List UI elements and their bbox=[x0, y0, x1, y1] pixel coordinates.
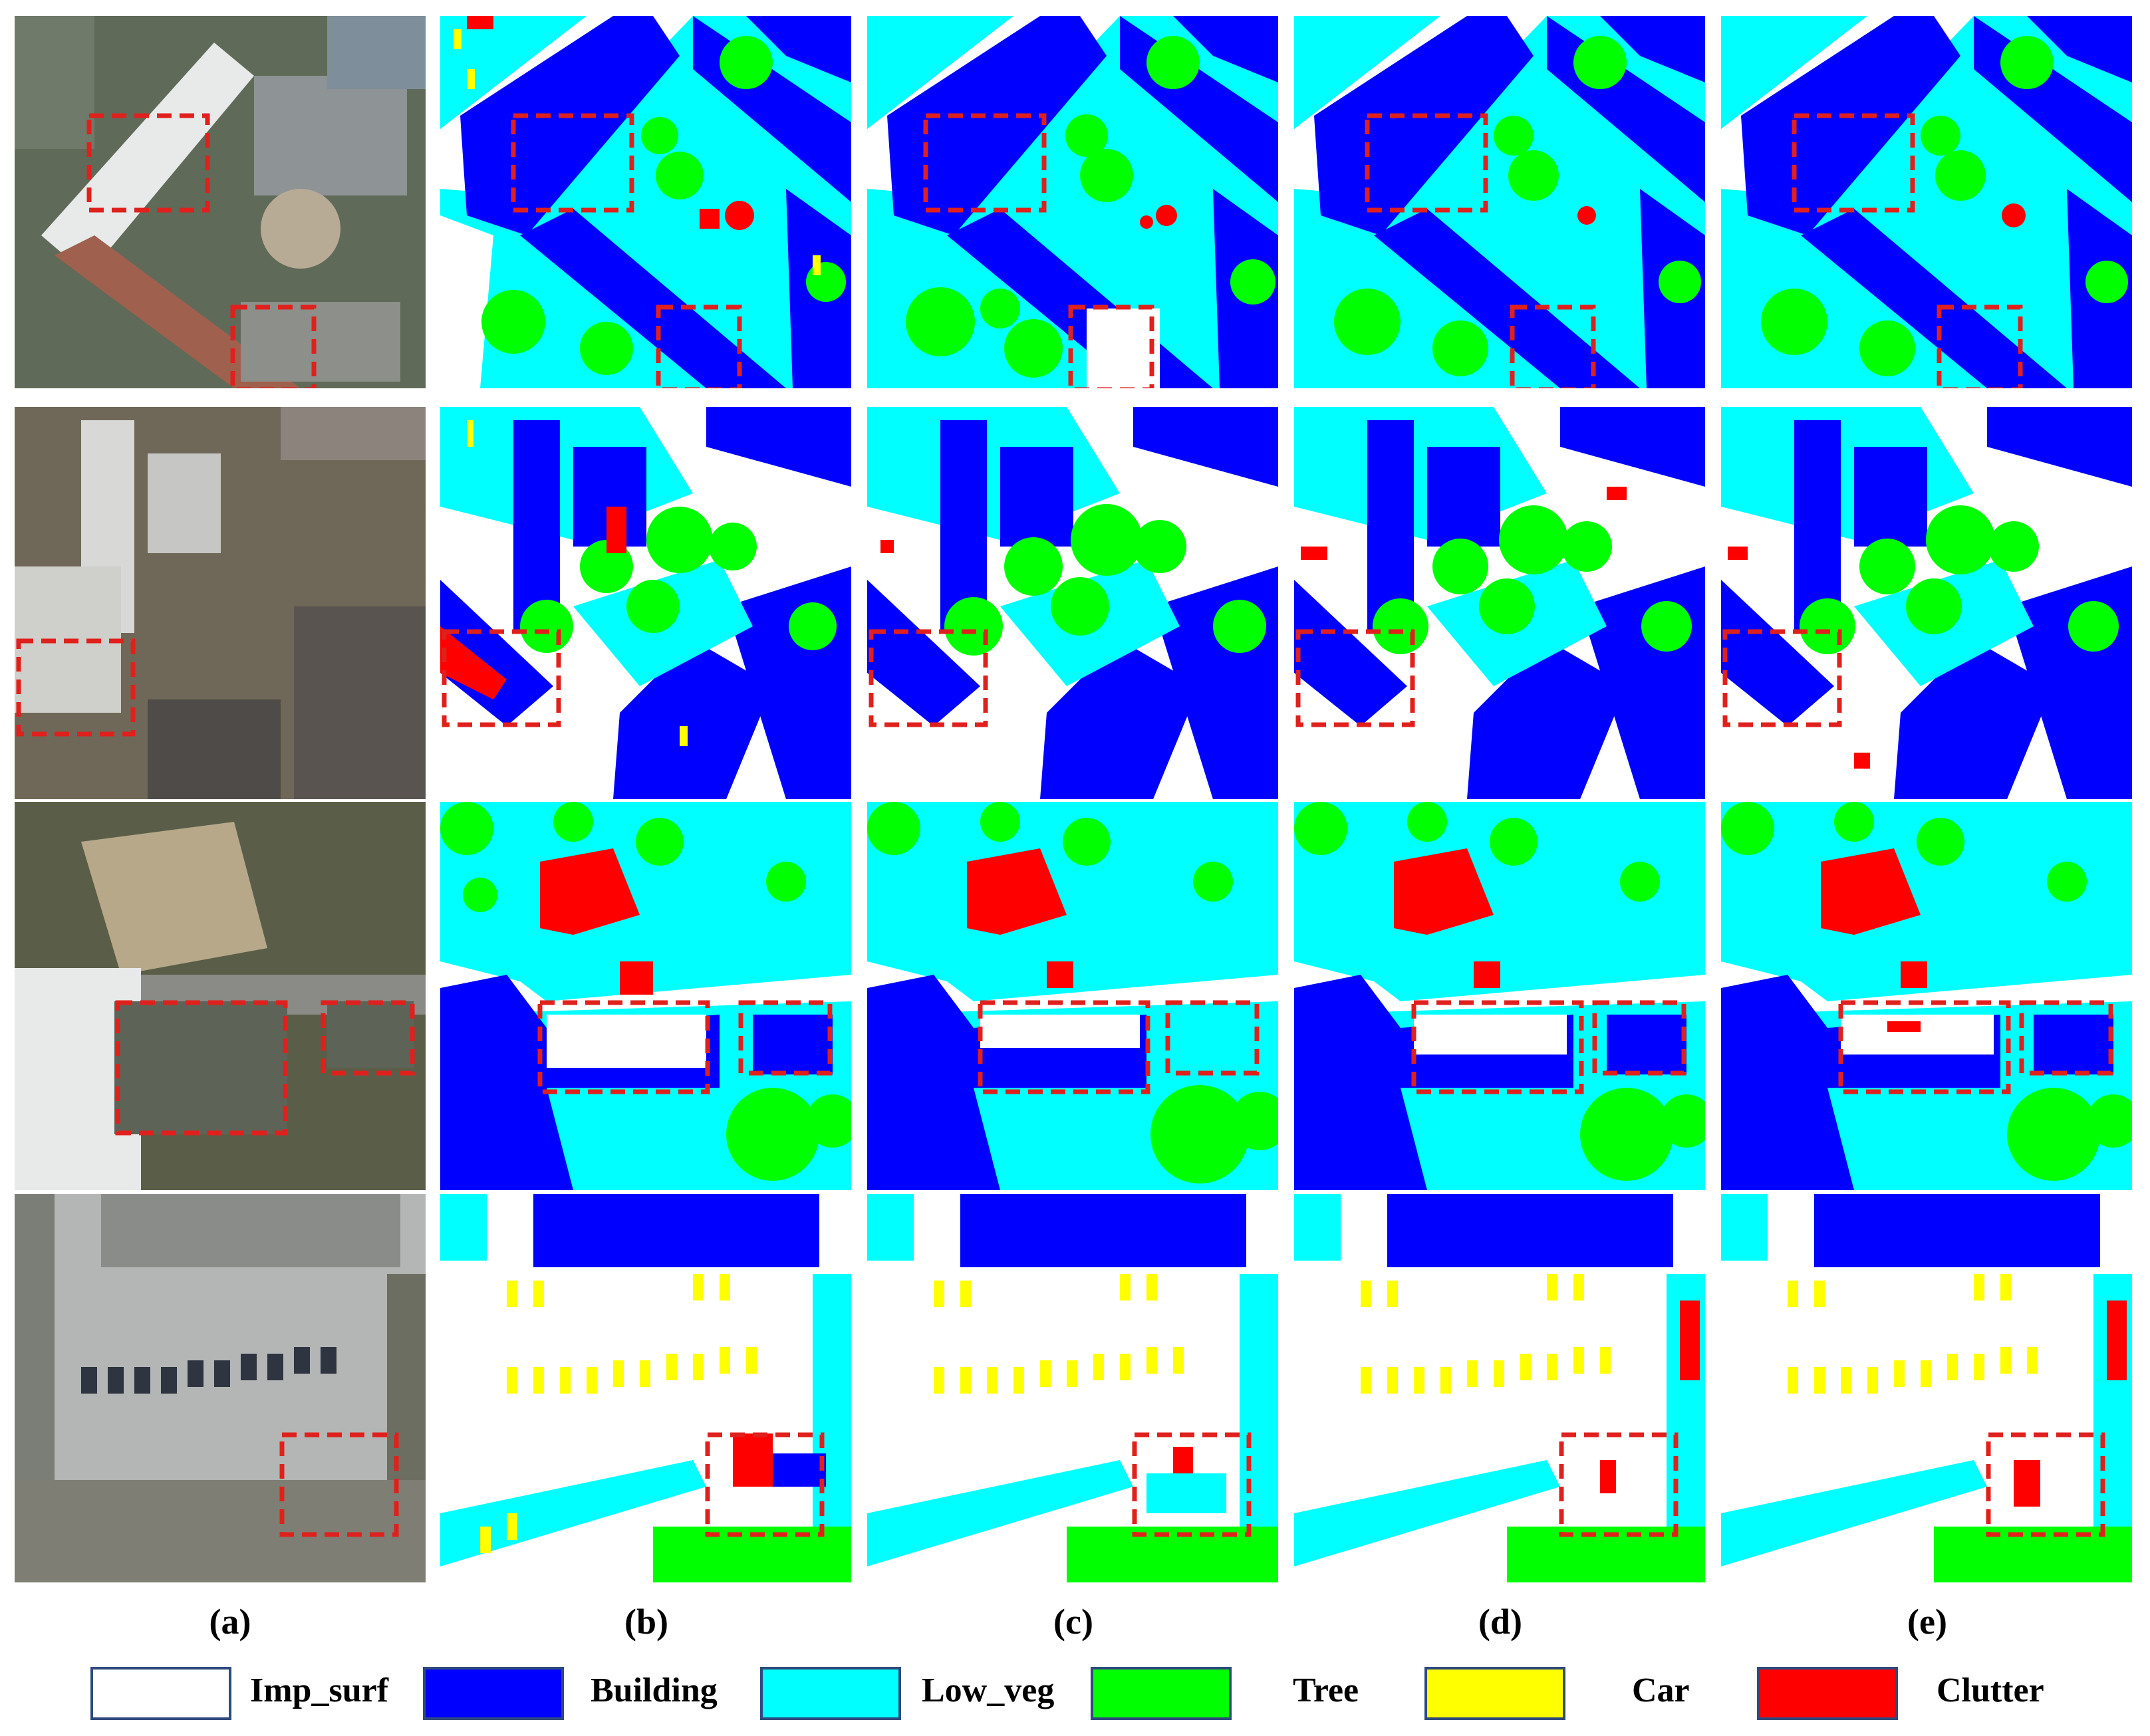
row4-prediction-d bbox=[1294, 1194, 1705, 1582]
row4-prediction-c bbox=[867, 1194, 1278, 1582]
row1-prediction-d bbox=[1294, 16, 1705, 388]
row1-prediction-e bbox=[1721, 16, 2132, 388]
legend-label-building: Building bbox=[591, 1672, 718, 1709]
row2-ground-truth-map bbox=[440, 407, 851, 799]
column-label-c: (c) bbox=[1053, 1602, 1093, 1642]
column-label-a: (a) bbox=[209, 1602, 251, 1642]
column-label-e: (e) bbox=[1907, 1602, 1947, 1642]
row1-prediction-c bbox=[867, 16, 1278, 388]
column-label-d: (d) bbox=[1478, 1602, 1522, 1642]
row3-prediction-d bbox=[1294, 802, 1705, 1190]
legend: Imp_surf Building Low_veg Tree Car Clutt… bbox=[0, 1659, 2150, 1732]
legend-swatch-building bbox=[423, 1667, 564, 1720]
row4-prediction-e bbox=[1721, 1194, 2132, 1582]
legend-swatch-tree bbox=[1091, 1667, 1232, 1720]
legend-label-tree: Tree bbox=[1293, 1672, 1359, 1709]
row2-prediction-e bbox=[1721, 407, 2132, 799]
legend-label-clutter: Clutter bbox=[1937, 1672, 2044, 1709]
legend-label-imp-surf: Imp_surf bbox=[250, 1672, 389, 1709]
row3-prediction-e bbox=[1721, 802, 2132, 1190]
row2-prediction-c bbox=[867, 407, 1278, 799]
legend-swatch-clutter bbox=[1757, 1667, 1898, 1720]
row1-ground-truth-map bbox=[440, 16, 851, 388]
column-label-b: (b) bbox=[624, 1602, 668, 1642]
legend-label-low-veg: Low_veg bbox=[922, 1672, 1055, 1709]
row4-ground-truth-map bbox=[440, 1194, 851, 1582]
row2-prediction-d bbox=[1294, 407, 1705, 799]
legend-label-car: Car bbox=[1632, 1672, 1690, 1709]
row1-aerial-image bbox=[15, 16, 426, 388]
legend-swatch-low-veg bbox=[760, 1667, 901, 1720]
row3-prediction-c bbox=[867, 802, 1278, 1190]
legend-swatch-car bbox=[1424, 1667, 1565, 1720]
row2-aerial-image bbox=[15, 407, 426, 799]
row3-aerial-image bbox=[15, 802, 426, 1190]
legend-swatch-imp-surf bbox=[90, 1667, 231, 1720]
row3-ground-truth-map bbox=[440, 802, 851, 1190]
figure-grid bbox=[15, 16, 2132, 1582]
row4-aerial-image bbox=[15, 1194, 426, 1582]
